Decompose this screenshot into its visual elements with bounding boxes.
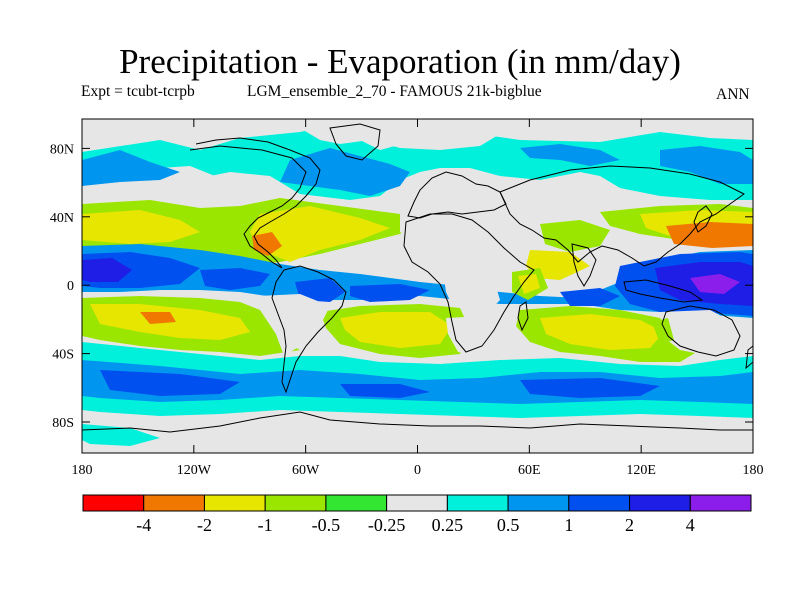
x-tick-label: 120W [177,463,212,478]
field-lightblue-siberia [520,144,620,166]
colorbar-swatch [689,494,752,512]
coast-india [571,243,597,287]
colorbar-label: -0.5 [312,515,341,535]
field-blue-indian [560,288,620,306]
coast-australia [661,305,741,357]
coastlines [82,123,753,433]
coast-japan [693,205,713,233]
coast-asia [499,165,745,267]
season-label: ANN [716,86,750,103]
axes: 80N 40N 0 40S 80S 180 120W 60W 0 60E 120E 180 [50,119,764,478]
field-blue-southern-ocean-3 [340,384,430,398]
coast-africa [403,213,535,353]
field-darkblue-c-pacific [82,258,132,282]
colorbar-label: 2 [625,515,634,535]
field-yellow-s-atlantic [340,312,452,348]
field-neutral-australia [660,310,740,356]
field-green-australia-edge [652,318,674,344]
colorbar-swatch [446,494,509,512]
x-tick-label: 180 [72,463,93,478]
colorbar-swatch [507,494,570,512]
field-orange-caribbean [252,232,282,256]
x-tick-label: 0 [414,463,421,478]
field-yellow-n-pacific [82,210,200,244]
field-blue-southern-ocean-2 [520,378,660,398]
colorbar-swatch [629,494,691,512]
coast-south-america [271,265,347,394]
coast-madagascar [517,301,529,332]
coast-north-america [189,137,321,269]
field-yellow-horn [518,274,540,294]
page-title: Precipitation - Evaporation (in mm/day) [119,42,681,81]
coast-indonesia [623,279,704,303]
colorbar-swatch [203,494,266,512]
field-neutral-arctic [300,122,500,150]
y-tick-label: 80S [52,416,74,431]
field-layer [82,119,753,453]
field-purple-maritime [690,274,740,294]
field-blue-amazon [295,278,345,302]
colorbar-swatch [325,494,388,512]
coast-new-zealand [745,345,753,370]
y-tick-label: 40N [50,211,74,226]
colorbar-swatch [568,494,631,512]
colorbar-label: 0.5 [497,515,520,535]
colorbar-label: -4 [136,515,151,535]
field-yellow-n-atlantic [250,206,390,262]
field-lightblue-n-atlantic [280,148,410,196]
field-lightblue-n-pacific-west [82,150,180,186]
colorbar-swatch [264,494,327,512]
colorbar-swatch [143,494,205,512]
coast-greenland [329,123,381,161]
y-tick-label: 0 [67,279,74,294]
colorbar-label: -0.25 [368,515,406,535]
field-orange-w-pacific [666,222,753,248]
x-tick-label: 120E [626,463,656,478]
y-tick-label: 80N [50,142,74,157]
x-tick-label: 180 [743,463,764,478]
y-tick-label: 40S [52,348,74,363]
colorbar-label: 4 [686,515,695,535]
colorbar: -4 -2 -1 -0.5 -0.25 0.25 0.5 1 2 4 [82,494,752,535]
field-green-arabia [540,220,610,252]
x-tick-label: 60E [518,463,541,478]
colorbar-label: 0.25 [432,515,464,535]
colorbar-swatch [386,494,448,512]
field-neutral-africa [440,250,500,320]
field-orange-s-pacific [140,312,176,324]
coast-antarctica [82,411,753,433]
field-blue-e-pacific [200,268,270,290]
ensemble-label: LGM_ensemble_2_70 - FAMOUS 21k-bigblue [247,83,542,100]
x-tick-label: 60W [292,463,320,478]
field-blue-atlantic [350,284,430,302]
field-neutral-sahara [400,204,560,252]
field-blue-southern-ocean-1 [100,370,240,396]
field-yellow-s-indian [540,314,664,350]
experiment-label: Expt = tcubt-tcrpb [81,83,195,100]
colorbar-label: 1 [564,515,573,535]
colorbar-label: -2 [197,515,212,535]
field-lightblue-n-pacific-east [660,146,753,184]
colorbar-swatch [82,494,145,512]
colorbar-label: -1 [258,515,273,535]
